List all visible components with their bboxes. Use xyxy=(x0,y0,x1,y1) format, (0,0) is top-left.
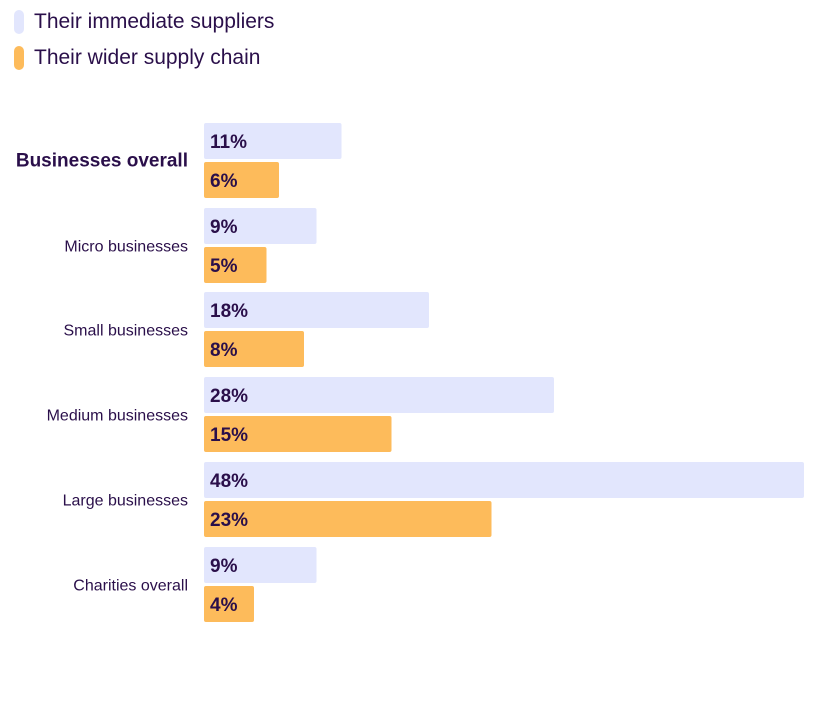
value-label-charities-overall-series-1: 4% xyxy=(210,595,238,616)
value-label-large-businesses-series-1: 23% xyxy=(210,510,248,531)
category-label-large-businesses: Large businesses xyxy=(63,493,188,510)
category-label-businesses-overall: Businesses overall xyxy=(16,151,188,172)
value-label-businesses-overall-series-0: 11% xyxy=(210,132,247,153)
bar-charities-overall-series-1 xyxy=(204,586,254,622)
value-label-micro-businesses-series-0: 9% xyxy=(210,217,238,238)
category-label-small-businesses: Small businesses xyxy=(64,323,189,340)
value-label-large-businesses-series-0: 48% xyxy=(210,471,248,492)
bar-medium-businesses-series-1 xyxy=(204,416,392,452)
bar-charities-overall-series-0 xyxy=(204,547,317,583)
legend-label-immediate-suppliers: Their immediate suppliers xyxy=(34,10,275,33)
value-label-micro-businesses-series-1: 5% xyxy=(210,256,238,277)
bar-micro-businesses-series-1 xyxy=(204,247,267,283)
category-label-medium-businesses: Medium businesses xyxy=(47,408,188,425)
legend-item-immediate-suppliers: Their immediate suppliers xyxy=(14,4,274,40)
category-label-charities-overall: Charities overall xyxy=(73,578,188,595)
bar-large-businesses-series-0 xyxy=(204,462,804,498)
value-label-charities-overall-series-0: 9% xyxy=(210,556,238,577)
bar-businesses-overall-series-0 xyxy=(204,123,342,159)
legend-item-wider-supply-chain: Their wider supply chain xyxy=(14,40,274,76)
value-label-businesses-overall-series-1: 6% xyxy=(210,171,238,192)
bar-small-businesses-series-0 xyxy=(204,292,429,328)
legend: Their immediate suppliers Their wider su… xyxy=(14,4,274,76)
value-label-small-businesses-series-0: 18% xyxy=(210,301,248,322)
bar-micro-businesses-series-0 xyxy=(204,208,317,244)
value-label-medium-businesses-series-0: 28% xyxy=(210,386,248,407)
bar-large-businesses-series-1 xyxy=(204,501,492,537)
value-label-small-businesses-series-1: 8% xyxy=(210,340,238,361)
bar-businesses-overall-series-1 xyxy=(204,162,279,198)
category-label-micro-businesses: Micro businesses xyxy=(64,239,188,256)
bar-small-businesses-series-1 xyxy=(204,331,304,367)
value-label-medium-businesses-series-1: 15% xyxy=(210,425,248,446)
bar-medium-businesses-series-0 xyxy=(204,377,554,413)
legend-swatch-wider-supply-chain xyxy=(14,46,24,70)
legend-swatch-immediate-suppliers xyxy=(14,10,24,34)
legend-label-wider-supply-chain: Their wider supply chain xyxy=(34,46,261,69)
